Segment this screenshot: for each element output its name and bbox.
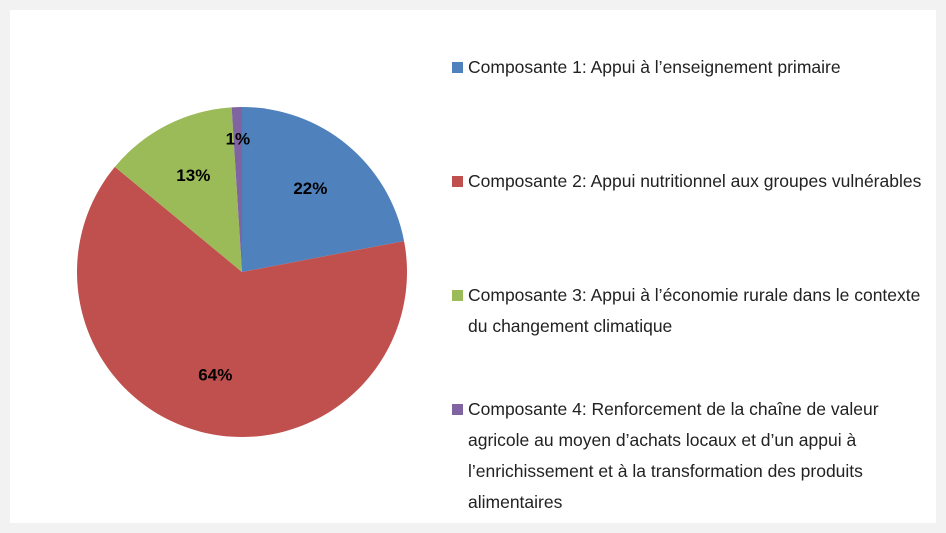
legend-item: Composante 4: Renforcement de la chaîne … — [452, 394, 922, 512]
legend-swatch — [452, 290, 463, 301]
legend-swatch — [452, 176, 463, 187]
chart-panel: 22% 64% 13% 1% Composante 1: Appui à l’ense… — [10, 10, 936, 523]
legend-label: Composante 2: Appui nutritionnel aux gro… — [468, 171, 922, 191]
legend-item: Composante 1: Appui à l’enseignement pri… — [452, 52, 922, 166]
legend-label: Composante 1: Appui à l’enseignement pri… — [468, 57, 841, 77]
pie-slice — [77, 166, 408, 437]
legend-item: Composante 3: Appui à l’économie rurale … — [452, 280, 922, 394]
data-label: 22% — [293, 179, 327, 198]
pie-slice — [231, 107, 242, 272]
pie-slice — [242, 107, 405, 272]
data-label: 1% — [226, 130, 251, 149]
legend-item: Composante 2: Appui nutritionnel aux gro… — [452, 166, 922, 280]
legend-label: Composante 4: Renforcement de la chaîne … — [468, 399, 879, 512]
legend-swatch — [452, 62, 463, 73]
data-label: 64% — [198, 365, 232, 384]
data-label: 13% — [176, 166, 210, 185]
pie-slice — [114, 107, 242, 272]
pie-chart: 22% 64% 13% 1% — [77, 107, 408, 437]
legend-swatch — [452, 404, 463, 415]
legend: Composante 1: Appui à l’enseignement pri… — [452, 52, 922, 512]
legend-label: Composante 3: Appui à l’économie rurale … — [468, 285, 921, 336]
